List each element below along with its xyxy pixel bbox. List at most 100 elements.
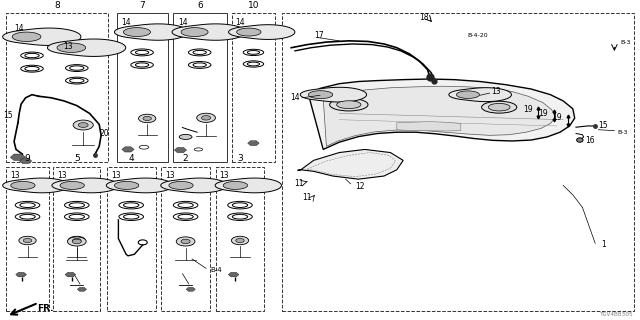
Ellipse shape xyxy=(482,101,517,113)
Ellipse shape xyxy=(68,236,86,245)
Text: B-4: B-4 xyxy=(210,267,221,273)
Bar xyxy=(6,13,108,162)
Text: B-3: B-3 xyxy=(621,40,631,44)
Polygon shape xyxy=(65,272,76,277)
Text: TGV4B0305: TGV4B0305 xyxy=(600,313,634,317)
Bar xyxy=(216,167,264,311)
Text: B-3: B-3 xyxy=(618,130,628,135)
Text: 12: 12 xyxy=(355,181,365,190)
Ellipse shape xyxy=(232,236,248,245)
Text: 18: 18 xyxy=(419,13,429,22)
Text: 11: 11 xyxy=(302,194,312,203)
Ellipse shape xyxy=(23,238,32,243)
Text: 19: 19 xyxy=(523,105,532,114)
Polygon shape xyxy=(186,287,195,291)
Polygon shape xyxy=(122,147,134,152)
Text: 1: 1 xyxy=(602,240,606,249)
Bar xyxy=(107,167,156,311)
Polygon shape xyxy=(124,28,150,36)
Polygon shape xyxy=(228,25,295,39)
Polygon shape xyxy=(77,287,86,291)
Polygon shape xyxy=(248,141,259,146)
Polygon shape xyxy=(397,122,461,131)
Text: 13: 13 xyxy=(10,171,20,180)
Ellipse shape xyxy=(73,120,93,130)
Text: 6: 6 xyxy=(197,1,203,10)
Polygon shape xyxy=(115,24,188,40)
Polygon shape xyxy=(228,272,239,277)
Ellipse shape xyxy=(236,238,244,243)
Text: 19: 19 xyxy=(552,113,562,122)
Polygon shape xyxy=(161,178,227,193)
Bar xyxy=(282,13,634,311)
Text: FR.: FR. xyxy=(37,304,54,313)
Polygon shape xyxy=(449,88,511,102)
Polygon shape xyxy=(215,178,282,193)
Text: 13: 13 xyxy=(63,42,72,51)
Text: 20: 20 xyxy=(99,129,109,138)
Polygon shape xyxy=(237,28,261,36)
Text: 16: 16 xyxy=(586,136,595,145)
Text: 13: 13 xyxy=(57,171,67,180)
Text: 14: 14 xyxy=(122,18,131,27)
Bar xyxy=(117,13,168,162)
Text: 10: 10 xyxy=(248,1,259,10)
Text: 8: 8 xyxy=(54,1,60,10)
Text: 2: 2 xyxy=(183,154,188,163)
Polygon shape xyxy=(115,181,139,189)
Polygon shape xyxy=(10,154,26,161)
Polygon shape xyxy=(181,28,208,36)
Polygon shape xyxy=(12,32,41,42)
Text: 11: 11 xyxy=(294,179,303,188)
Text: 4: 4 xyxy=(129,154,134,163)
Ellipse shape xyxy=(181,239,190,244)
Text: 19: 19 xyxy=(538,109,548,118)
Polygon shape xyxy=(298,149,403,179)
Text: 15: 15 xyxy=(3,110,13,119)
Polygon shape xyxy=(308,91,333,99)
Text: 5: 5 xyxy=(74,154,79,163)
Polygon shape xyxy=(300,87,367,102)
Text: 13: 13 xyxy=(165,171,175,180)
Polygon shape xyxy=(19,158,32,164)
Bar xyxy=(161,167,210,311)
Polygon shape xyxy=(16,272,26,277)
Polygon shape xyxy=(47,39,125,56)
Polygon shape xyxy=(11,181,35,189)
Text: 14: 14 xyxy=(14,24,24,33)
Polygon shape xyxy=(57,43,86,52)
Ellipse shape xyxy=(176,237,195,246)
Ellipse shape xyxy=(19,236,36,245)
Polygon shape xyxy=(169,181,193,189)
Polygon shape xyxy=(456,91,479,99)
Text: 7: 7 xyxy=(140,1,145,10)
Ellipse shape xyxy=(139,114,156,123)
Text: 14: 14 xyxy=(290,93,300,102)
Text: B-4-20: B-4-20 xyxy=(467,33,488,38)
Text: 13: 13 xyxy=(492,87,501,96)
Ellipse shape xyxy=(179,134,192,140)
Polygon shape xyxy=(323,86,556,146)
Polygon shape xyxy=(60,181,84,189)
Ellipse shape xyxy=(202,116,211,120)
Ellipse shape xyxy=(67,237,86,246)
Bar xyxy=(6,167,49,311)
Text: 14: 14 xyxy=(178,18,188,27)
Ellipse shape xyxy=(72,238,81,243)
Ellipse shape xyxy=(577,138,583,142)
Text: 15: 15 xyxy=(598,122,608,131)
Polygon shape xyxy=(308,79,575,149)
Polygon shape xyxy=(52,178,118,193)
Polygon shape xyxy=(223,181,248,189)
Text: 14: 14 xyxy=(236,18,245,27)
Polygon shape xyxy=(174,148,187,153)
Bar xyxy=(173,13,227,162)
Bar xyxy=(232,13,275,162)
Polygon shape xyxy=(106,178,173,193)
Polygon shape xyxy=(3,178,69,193)
Ellipse shape xyxy=(337,101,361,108)
Ellipse shape xyxy=(196,113,216,122)
Bar xyxy=(53,167,100,311)
Ellipse shape xyxy=(488,103,510,111)
Text: 13: 13 xyxy=(220,171,229,180)
